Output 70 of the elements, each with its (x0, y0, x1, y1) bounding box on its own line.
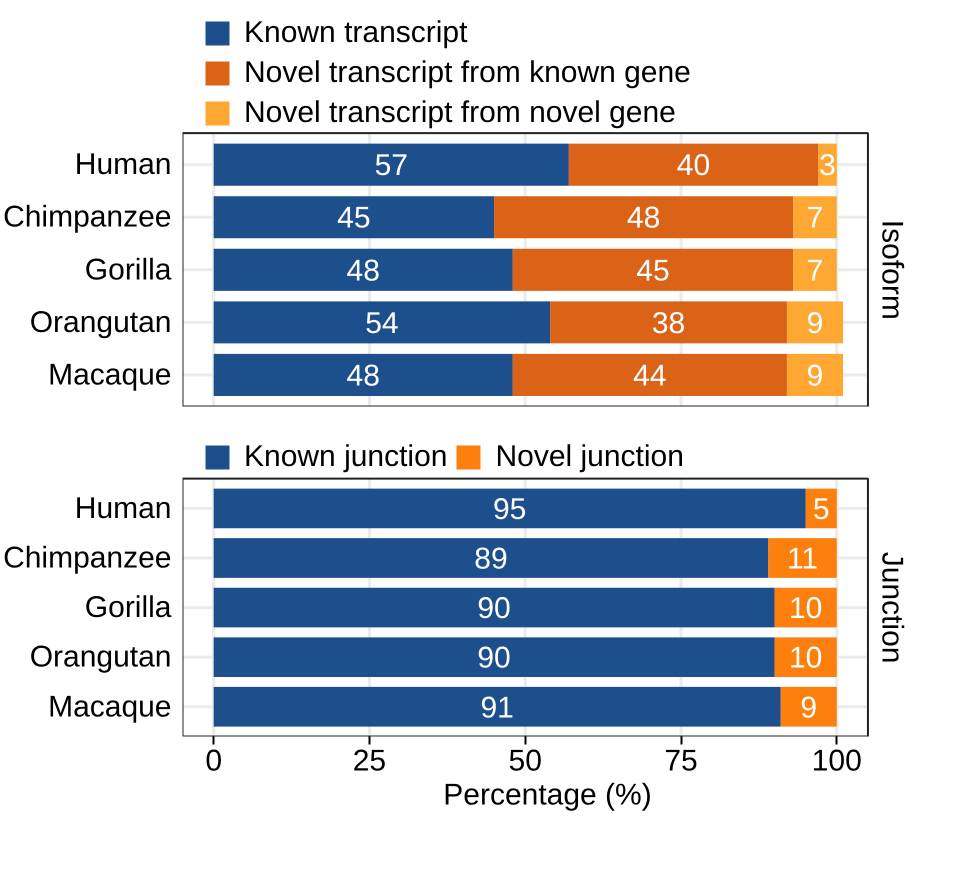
data-label: 54 (365, 306, 399, 340)
data-label: 90 (477, 642, 511, 675)
data-label: 9 (806, 359, 824, 392)
data-label: 48 (626, 202, 660, 235)
legend-label: Novel junction (495, 440, 684, 474)
bar (214, 488, 806, 528)
series-label: Known junction (244, 440, 448, 474)
data-label: 57 (374, 149, 408, 182)
y-tick-label: Macaque (48, 358, 172, 392)
data-label: 95 (492, 492, 526, 526)
data-label: 40 (676, 149, 710, 182)
y-tick-label: Orangutan (30, 306, 172, 339)
bar (780, 686, 837, 727)
data-label: 48 (346, 359, 380, 392)
bar (494, 196, 794, 238)
bar (214, 354, 513, 396)
data-label: 48 (346, 254, 380, 288)
bar (512, 354, 787, 396)
bar (214, 144, 569, 186)
y-tick-label: Orangutan (30, 640, 172, 674)
y-tick-label: Gorilla (84, 591, 172, 624)
x-axis-title: Percentage (%) (443, 778, 652, 812)
text: Isoform (875, 220, 908, 320)
text: Junction (875, 552, 908, 664)
data-label: 3 (819, 149, 836, 182)
bar (214, 686, 781, 727)
x-tick-label: 75 (664, 744, 698, 778)
bar (214, 248, 513, 291)
data-label: 45 (636, 254, 670, 288)
data-label: 38 (652, 306, 686, 340)
bar (806, 488, 837, 528)
y-tick-label: Chimpanzee (3, 200, 172, 234)
data-label: 45 (337, 202, 371, 235)
data-label: 91 (480, 691, 514, 724)
legend-label: Known transcript (244, 16, 468, 50)
data-label: 10 (788, 592, 822, 626)
data-label: 5 (812, 492, 830, 526)
legend-label: Novel transcript from novel gene (244, 96, 676, 130)
y-tick-label: Gorilla (84, 253, 172, 286)
y-tick-label: Human (74, 492, 172, 525)
bar (768, 538, 837, 578)
y-tick-label: Chimpanzee (3, 542, 172, 574)
bar (786, 301, 844, 344)
data-label: 90 (477, 592, 511, 626)
y-tick-label: Human (74, 148, 172, 182)
bar (550, 301, 787, 344)
bar (786, 354, 844, 396)
bar (214, 637, 774, 677)
x-tick-label: 100 (812, 744, 862, 778)
x-tick-label: 25 (352, 744, 386, 778)
bar (568, 144, 818, 186)
data-label: 7 (806, 202, 824, 235)
data-label: 10 (788, 642, 822, 675)
bar (214, 301, 550, 344)
bar (214, 538, 768, 578)
y-tick-label: Macaque (48, 690, 172, 724)
bar (793, 196, 837, 238)
bar (214, 588, 774, 628)
data-label: 89 (474, 542, 508, 576)
data-label: 9 (800, 691, 818, 724)
legend-label: Novel transcript from known gene (244, 56, 691, 90)
data-label: 44 (633, 359, 667, 392)
data-label: 7 (806, 254, 824, 288)
x-tick-label: 50 (508, 744, 542, 778)
data-label: 9 (806, 306, 824, 340)
bar (214, 196, 494, 238)
bar (793, 248, 837, 291)
data-label: 11 (786, 542, 818, 576)
x-tick-label: 0 (205, 744, 222, 778)
bar (512, 248, 794, 291)
